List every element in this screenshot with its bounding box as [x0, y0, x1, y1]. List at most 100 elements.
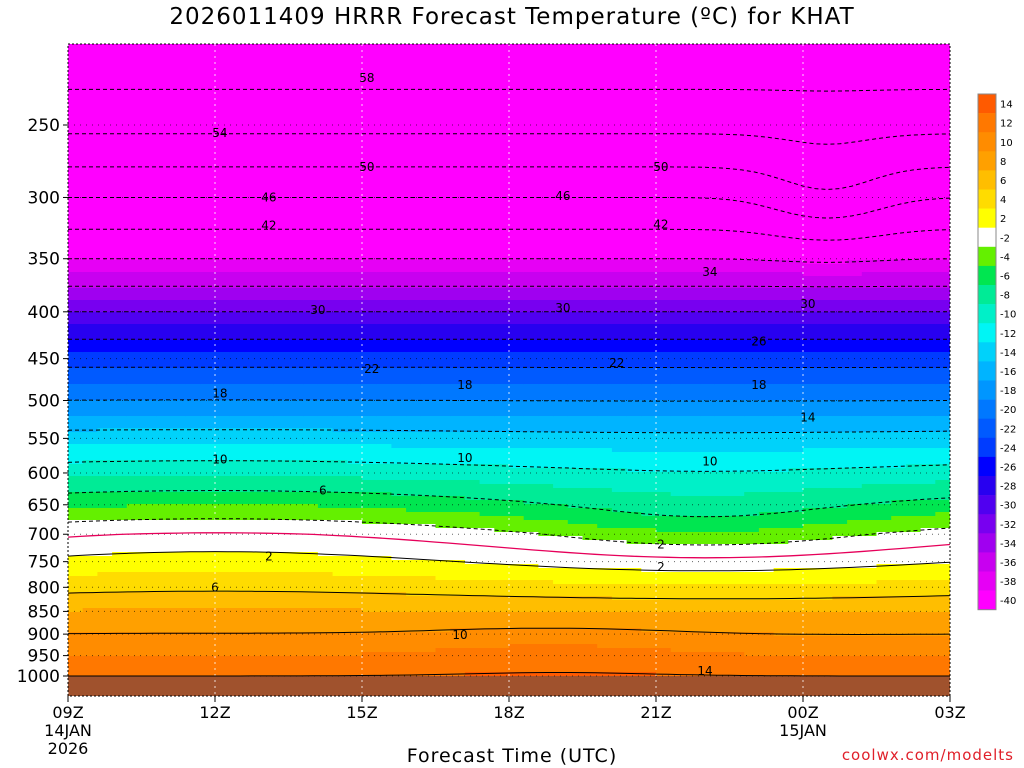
- field-cell: [391, 584, 407, 589]
- field-cell: [141, 88, 157, 93]
- field-cell: [464, 488, 481, 493]
- field-cell: [273, 572, 290, 577]
- field-cell: [317, 604, 334, 609]
- field-cell: [185, 256, 201, 261]
- field-cell: [435, 172, 451, 177]
- field-cell: [97, 60, 113, 65]
- field-cell: [479, 188, 495, 193]
- field-cell: [288, 584, 304, 589]
- field-cell: [170, 196, 187, 201]
- field-cell: [229, 664, 245, 669]
- field-cell: [126, 576, 143, 581]
- field-cell: [450, 664, 466, 669]
- field-cell: [259, 380, 275, 385]
- field-cell: [420, 492, 437, 497]
- field-cell: [156, 480, 172, 485]
- field-cell: [170, 108, 187, 113]
- field-cell: [391, 272, 407, 277]
- field-cell: [288, 44, 304, 49]
- field-cell: [332, 372, 348, 377]
- field-cell: [332, 100, 348, 105]
- field-cell: [332, 616, 348, 621]
- field-cell: [450, 428, 466, 433]
- field-cell: [435, 96, 451, 101]
- field-cell: [244, 300, 260, 305]
- field-cell: [479, 508, 495, 513]
- field-cell: [185, 116, 201, 121]
- field-cell: [362, 288, 378, 293]
- field-cell: [303, 580, 319, 585]
- field-cell: [97, 564, 113, 569]
- field-cell: [185, 236, 201, 241]
- field-cell: [156, 164, 172, 169]
- field-cell: [420, 252, 437, 257]
- field-cell: [494, 140, 510, 145]
- field-cell: [332, 160, 348, 165]
- field-cell: [126, 456, 143, 461]
- field-cell: [141, 204, 157, 209]
- field-cell: [347, 604, 363, 609]
- field-cell: [259, 336, 275, 341]
- field-cell: [303, 372, 319, 377]
- field-cell: [82, 512, 98, 517]
- field-cell: [112, 600, 128, 605]
- field-cell: [200, 68, 216, 73]
- field-cell: [464, 292, 481, 297]
- field-cell: [273, 280, 290, 285]
- field-cell: [185, 52, 201, 57]
- field-cell: [420, 604, 437, 609]
- field-cell: [244, 648, 260, 653]
- field-cell: [229, 156, 245, 161]
- field-cell: [288, 316, 304, 321]
- field-cell: [141, 384, 157, 389]
- field-cell: [273, 172, 290, 177]
- field-cell: [244, 540, 260, 545]
- field-cell: [406, 76, 422, 81]
- field-cell: [303, 56, 319, 61]
- field-cell: [332, 220, 348, 225]
- field-cell: [82, 340, 98, 345]
- field-cell: [200, 136, 216, 141]
- field-cell: [126, 652, 143, 657]
- field-cell: [200, 252, 216, 257]
- field-cell: [464, 324, 481, 329]
- field-cell: [391, 136, 407, 141]
- field-cell: [259, 472, 275, 477]
- field-cell: [376, 344, 392, 349]
- field-cell: [450, 164, 466, 169]
- field-cell: [259, 348, 275, 353]
- field-cell: [170, 392, 187, 397]
- field-cell: [82, 136, 98, 141]
- field-cell: [509, 224, 525, 229]
- field-cell: [479, 184, 495, 189]
- field-cell: [112, 364, 128, 369]
- field-cell: [494, 376, 510, 381]
- field-cell: [156, 536, 172, 541]
- field-cell: [156, 644, 172, 649]
- field-cell: [317, 440, 334, 445]
- field-cell: [244, 664, 260, 669]
- field-cell: [244, 456, 260, 461]
- field-cell: [479, 480, 495, 485]
- field-cell: [391, 168, 407, 173]
- field-cell: [332, 48, 348, 53]
- field-cell: [317, 600, 334, 605]
- field-cell: [406, 188, 422, 193]
- field-cell: [200, 404, 216, 409]
- field-cell: [156, 184, 172, 189]
- field-cell: [464, 580, 481, 585]
- field-cell: [347, 656, 363, 661]
- field-cell: [509, 456, 525, 461]
- field-cell: [494, 608, 510, 613]
- field-cell: [406, 412, 422, 417]
- field-cell: [68, 280, 84, 285]
- field-cell: [259, 668, 275, 673]
- field-cell: [362, 300, 378, 305]
- field-cell: [303, 640, 319, 645]
- field-cell: [332, 456, 348, 461]
- field-cell: [68, 292, 84, 297]
- field-cell: [244, 464, 260, 469]
- field-cell: [509, 352, 525, 357]
- field-cell: [347, 560, 363, 565]
- field-cell: [450, 200, 466, 205]
